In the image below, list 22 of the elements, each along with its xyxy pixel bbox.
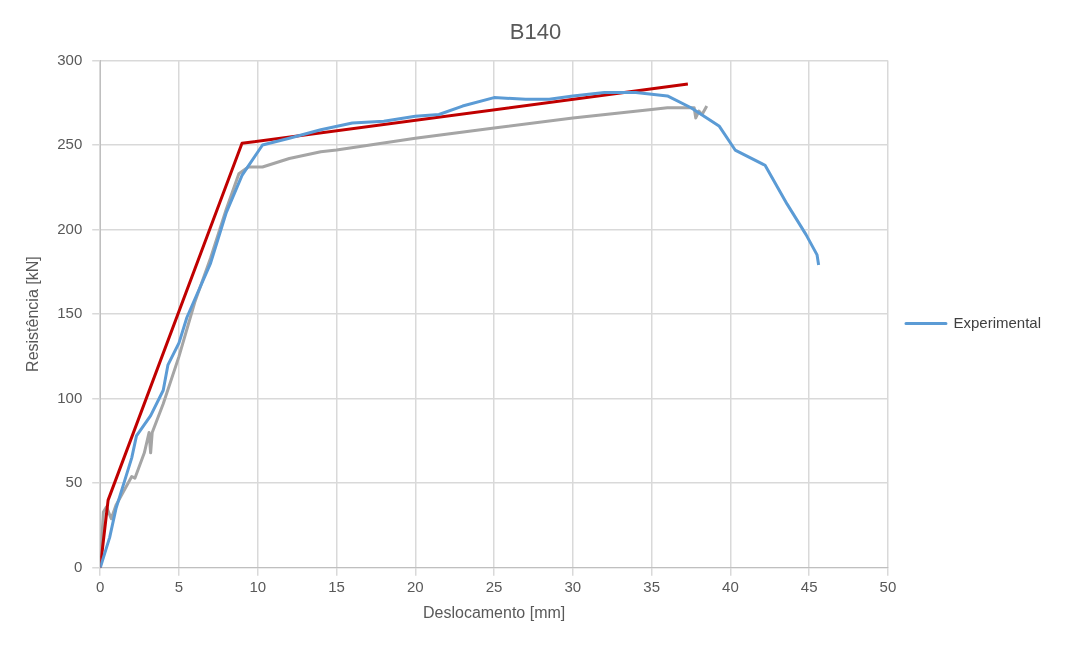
x-tick-label: 45 [800, 577, 818, 595]
x-tick-label: 30 [564, 577, 582, 595]
x-tick-label: 5 [174, 577, 184, 595]
x-tick-label: 50 [879, 577, 897, 595]
x-tick-label: 20 [406, 577, 424, 595]
y-tick-label: 100 [57, 388, 83, 406]
y-tick-label: 300 [57, 50, 83, 68]
y-tick-label: 0 [73, 557, 83, 575]
y-tick-label: 200 [57, 219, 83, 237]
y-tick-label: 250 [57, 135, 83, 153]
x-tick-label: 25 [485, 577, 503, 595]
x-tick-label: 0 [96, 577, 105, 595]
y-tick-label: 50 [65, 473, 83, 491]
x-axis-title: Deslocamento [mm] [422, 603, 566, 621]
x-tick-label: 15 [328, 577, 345, 595]
legend-label: Experimental [953, 313, 1042, 331]
chart-title: B140 [509, 19, 562, 45]
y-tick-label: 150 [57, 304, 83, 322]
x-tick-label: 40 [722, 577, 739, 595]
y-axis-title: Resistência [kN] [24, 256, 42, 372]
x-tick-label: 35 [643, 577, 660, 595]
x-tick-label: 10 [249, 577, 267, 595]
